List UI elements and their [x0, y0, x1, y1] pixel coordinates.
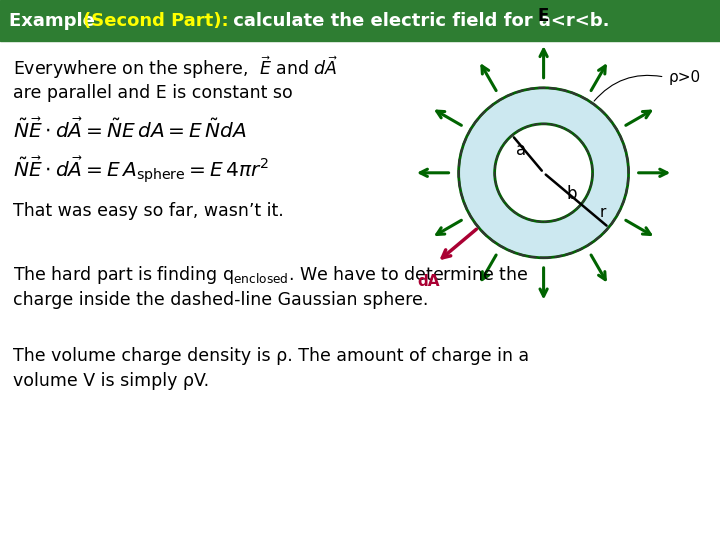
Text: are parallel and E is constant so: are parallel and E is constant so	[13, 84, 293, 102]
Text: The hard part is finding q$_{\mathrm{enclosed}}$. We have to determine the: The hard part is finding q$_{\mathrm{enc…	[13, 265, 528, 286]
Text: Everywhere on the sphere,  $\vec{E}$ and $d\vec{A}$: Everywhere on the sphere, $\vec{E}$ and …	[13, 54, 338, 81]
Text: The volume charge density is ρ. The amount of charge in a: The volume charge density is ρ. The amou…	[13, 347, 529, 366]
Ellipse shape	[495, 124, 593, 222]
Text: (Second Part):: (Second Part):	[83, 11, 228, 30]
Text: ρ>0: ρ>0	[668, 70, 701, 85]
Text: $\tilde{N}\vec{E}\cdot d\vec{A} = E\,A_{\mathrm{sphere}} = E\,4\pi r^2$: $\tilde{N}\vec{E}\cdot d\vec{A} = E\,A_{…	[13, 154, 269, 186]
FancyBboxPatch shape	[0, 0, 720, 40]
Text: dA: dA	[418, 274, 440, 289]
Text: calculate the electric field for a<r<b.: calculate the electric field for a<r<b.	[227, 11, 609, 30]
Text: Example: Example	[9, 11, 102, 30]
Text: charge inside the dashed-line Gaussian sphere.: charge inside the dashed-line Gaussian s…	[13, 291, 428, 309]
Text: volume V is simply ρV.: volume V is simply ρV.	[13, 372, 209, 390]
Text: b: b	[567, 185, 577, 202]
Text: a: a	[516, 141, 526, 159]
Text: r: r	[599, 205, 606, 220]
Ellipse shape	[459, 88, 629, 258]
Text: E: E	[538, 7, 549, 25]
Text: $\tilde{N}\vec{E}\cdot d\vec{A} = \tilde{N}E\,dA = E\,\tilde{N}dA$: $\tilde{N}\vec{E}\cdot d\vec{A} = \tilde…	[13, 117, 247, 142]
Text: That was easy so far, wasn’t it.: That was easy so far, wasn’t it.	[13, 201, 284, 220]
